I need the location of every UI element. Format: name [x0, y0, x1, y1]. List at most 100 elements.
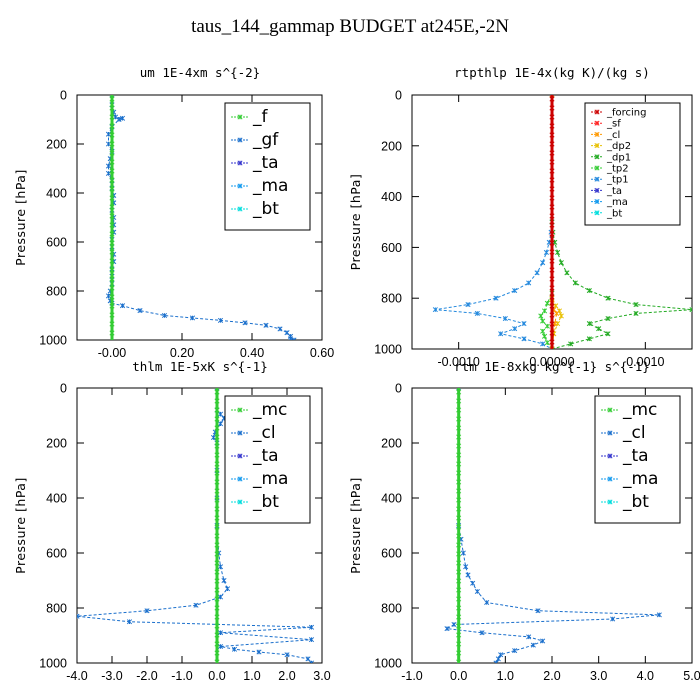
x-tick-label: 1.0	[497, 669, 514, 683]
legend-label: _ma	[622, 469, 658, 489]
y-tick-label: 600	[46, 236, 67, 250]
x-tick-label: 2.0	[278, 669, 295, 683]
y-tick-label: 200	[381, 437, 402, 451]
x-tick-label: -1.0	[401, 669, 423, 683]
chart-panel-1: um 1E-4xm s^{-2} Pressure [hPa] 0 200 400 600…	[13, 65, 334, 360]
legend-label: _cl	[622, 423, 646, 443]
legend-label: _ta	[622, 446, 649, 466]
legend-label: _bt	[252, 492, 279, 512]
series-group	[444, 388, 662, 663]
legend-label: _cl	[252, 423, 276, 443]
legend-label: _dp2	[606, 141, 631, 152]
legend-label: _bt	[606, 208, 622, 219]
y-axis-label: Pressure [hPa]	[13, 169, 28, 266]
data-point	[291, 337, 295, 340]
series-group	[105, 95, 297, 340]
x-tick-label: 0.20	[170, 346, 194, 360]
x-tick-label: 4.0	[637, 669, 654, 683]
data-point	[493, 660, 497, 663]
x-tick-label: 0.00000	[529, 355, 574, 369]
legend-label: _ma	[606, 197, 628, 208]
y-tick-label: 200	[381, 139, 402, 153]
chart-title: thlm 1E-5xK s^{-1}	[132, 359, 267, 374]
legend: _mc _cl _ta _ma _bt	[224, 395, 311, 524]
y-tick-label: 200	[46, 138, 67, 152]
chart-title: rtpthlp 1E-4x(kg K)/(kg s)	[454, 65, 650, 80]
series-line	[107, 95, 295, 340]
series-line	[435, 95, 553, 349]
x-tick-label: -1.0	[171, 669, 193, 683]
data-point	[689, 308, 692, 313]
legend: _f _gf _ta _ma _bt	[224, 102, 311, 231]
legend-label: _mc	[252, 400, 287, 420]
x-tick-label: 0.0010	[626, 355, 664, 369]
legend-label: _ma	[252, 176, 288, 196]
y-tick-label: 800	[381, 292, 402, 306]
x-tick-label: -2.0	[136, 669, 158, 683]
legend-label: _tp2	[606, 164, 629, 175]
y-tick-label: 400	[46, 492, 67, 506]
legend-label: _ta	[252, 153, 279, 173]
series-line	[445, 388, 660, 663]
data-point	[293, 337, 297, 340]
y-tick-label: 1000	[39, 657, 67, 671]
legend: _mc _cl _ta _ma _bt	[594, 395, 681, 524]
data-point	[308, 660, 313, 663]
y-tick-label: 600	[381, 241, 402, 255]
y-tick-label: 800	[46, 602, 67, 616]
chart-panel-3: thlm 1E-5xK s^{-1} Pressure [hPa] 0 200 400 6…	[13, 359, 331, 683]
y-axis-label: Pressure [hPa]	[13, 477, 28, 574]
legend-label: _mc	[622, 400, 657, 420]
chart-panel-2: rtpthlp 1E-4x(kg K)/(kg s) Pressure [hPa]…	[348, 65, 693, 369]
page-title: taus_144_gammap BUDGET at245E,-2N	[191, 16, 509, 37]
x-tick-label: -0.0010	[437, 355, 479, 369]
legend-label: _bt	[252, 199, 279, 219]
x-tick-label: 2.0	[543, 669, 560, 683]
legend-label: _ta	[606, 186, 622, 197]
plot-frame	[76, 387, 323, 664]
y-tick-label: 600	[381, 547, 402, 561]
chart-title: um 1E-4xm s^{-2}	[140, 65, 260, 80]
data-point	[77, 615, 80, 619]
y-tick-label: 400	[381, 492, 402, 506]
y-tick-label: 1000	[39, 334, 67, 348]
data-point	[495, 660, 499, 663]
legend-label: _gf	[252, 130, 279, 150]
y-tick-label: 200	[46, 437, 67, 451]
y-tick-label: 0	[60, 89, 67, 103]
x-tick-label: 0.40	[240, 346, 264, 360]
legend-label: _bt	[622, 492, 649, 512]
y-tick-label: 0	[395, 382, 402, 396]
x-tick-label: -3.0	[101, 669, 123, 683]
y-tick-label: 600	[46, 547, 67, 561]
legend-label: _tp1	[606, 175, 629, 186]
legend-label: _ta	[252, 446, 279, 466]
y-tick-label: 1000	[374, 343, 402, 357]
x-tick-label: 5.0	[683, 669, 700, 683]
x-tick-label: -0.00	[98, 346, 127, 360]
x-tick-label: 3.0	[590, 669, 607, 683]
series-group	[77, 388, 315, 663]
y-tick-label: 400	[46, 187, 67, 201]
x-tick-label: 0.0	[450, 669, 467, 683]
data-point	[310, 660, 315, 663]
y-axis-label: Pressure [hPa]	[348, 477, 363, 574]
series-line	[551, 95, 562, 349]
x-tick-label: 1.0	[243, 669, 260, 683]
series-line	[540, 95, 553, 349]
legend-label: _cl	[606, 130, 620, 141]
legend-label: _f	[252, 107, 269, 127]
series-group	[432, 95, 692, 349]
legend-label: _ma	[252, 469, 288, 489]
x-tick-label: 0.0	[208, 669, 225, 683]
x-tick-label: 3.0	[313, 669, 330, 683]
y-tick-label: 800	[381, 602, 402, 616]
y-tick-label: 0	[60, 382, 67, 396]
chart-title: rtm 1E-8xkg kg^{-1} s^{-1}	[454, 359, 650, 374]
legend-label: _forcing	[606, 108, 647, 119]
y-tick-label: 0	[395, 89, 402, 103]
y-axis-label: Pressure [hPa]	[348, 174, 363, 271]
y-tick-label: 1000	[374, 657, 402, 671]
x-tick-label: 0.60	[310, 346, 334, 360]
